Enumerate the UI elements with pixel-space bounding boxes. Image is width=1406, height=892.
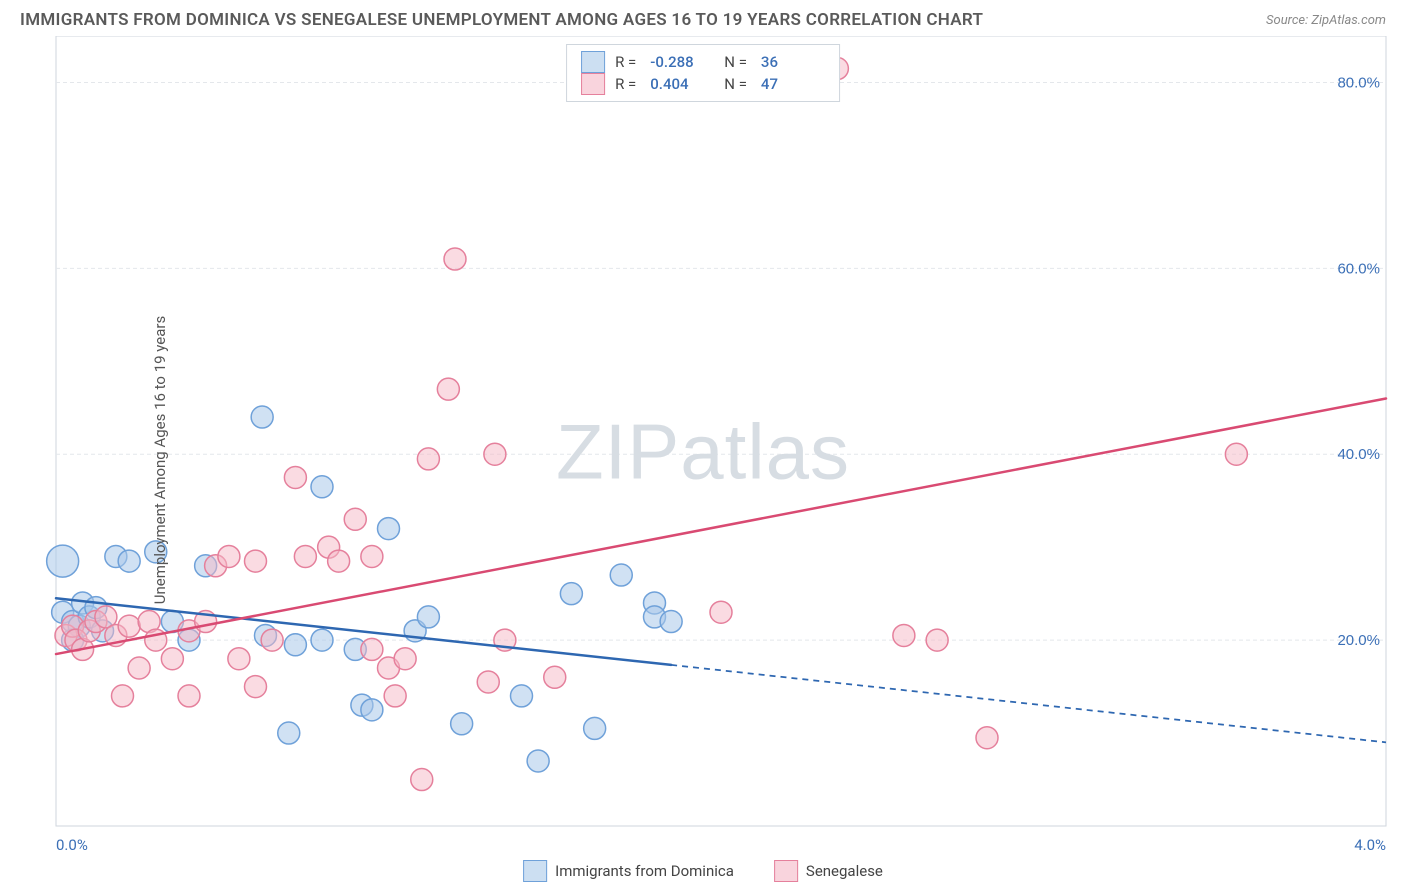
legend-swatch-senegalese <box>581 73 605 95</box>
legend-stats: R = -0.288 N = 36 R = 0.404 N = 47 <box>566 44 840 102</box>
svg-text:80.0%: 80.0% <box>1337 74 1380 91</box>
legend-label-dominica: Immigrants from Dominica <box>555 862 734 880</box>
legend-swatch-senegalese <box>774 860 798 882</box>
correlation-chart: Unemployment Among Ages 16 to 19 years Z… <box>0 36 1406 884</box>
source-attribution: Source: ZipAtlas.com <box>1266 13 1386 28</box>
legend-swatch-dominica <box>523 860 547 882</box>
legend-r-label: R = <box>615 75 636 93</box>
x-tick-max: 4.0% <box>1354 836 1386 854</box>
legend-n-label: N = <box>724 53 747 71</box>
svg-text:20.0%: 20.0% <box>1337 632 1380 649</box>
legend-label-senegalese: Senegalese <box>806 862 883 880</box>
y-axis-label: Unemployment Among Ages 16 to 19 years <box>151 316 169 604</box>
x-tick-min: 0.0% <box>56 836 88 854</box>
legend-swatch-dominica <box>581 51 605 73</box>
chart-svg: 20.0% 40.0% 60.0% 80.0% <box>0 36 1406 884</box>
svg-text:60.0%: 60.0% <box>1337 260 1380 277</box>
legend-stats-row-dominica: R = -0.288 N = 36 <box>581 51 825 73</box>
svg-text:40.0%: 40.0% <box>1337 446 1380 463</box>
legend-r-value-senegalese: 0.404 <box>650 75 702 93</box>
legend-item-dominica: Immigrants from Dominica <box>523 860 734 882</box>
legend-item-senegalese: Senegalese <box>774 860 883 882</box>
page-title: IMMIGRANTS FROM DOMINICA VS SENEGALESE U… <box>20 10 983 30</box>
legend-r-label: R = <box>615 53 636 71</box>
legend-series: Immigrants from Dominica Senegalese <box>523 860 883 882</box>
legend-n-value-dominica: 36 <box>761 53 813 71</box>
legend-n-label: N = <box>724 75 747 93</box>
legend-n-value-senegalese: 47 <box>761 75 813 93</box>
legend-r-value-dominica: -0.288 <box>650 53 702 71</box>
legend-stats-row-senegalese: R = 0.404 N = 47 <box>581 73 825 95</box>
